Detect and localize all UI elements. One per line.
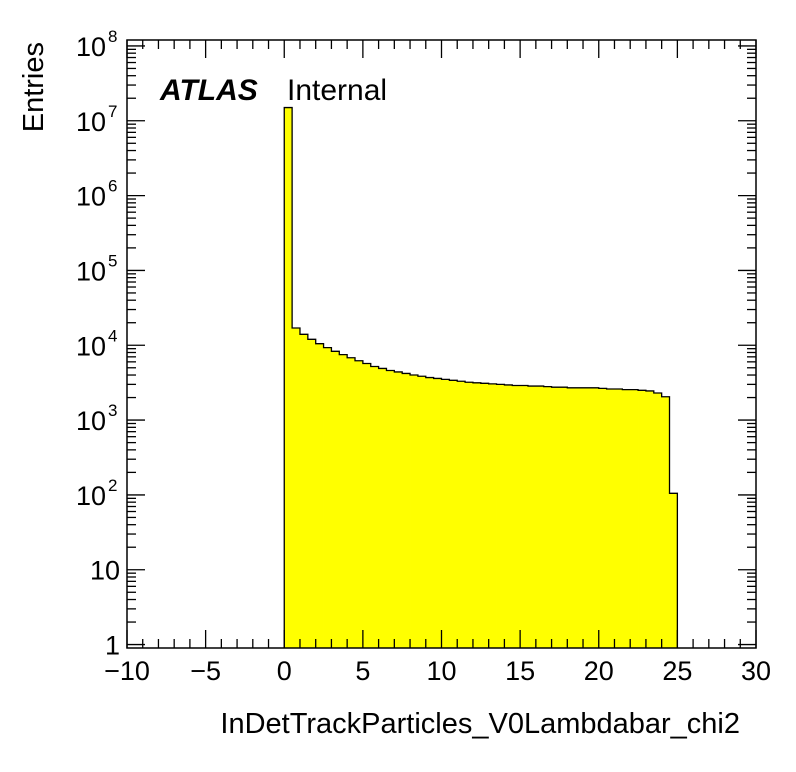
histogram-bar xyxy=(496,384,505,648)
y-tick-label: 10 xyxy=(76,481,106,511)
y-tick-exponent: 6 xyxy=(108,177,117,196)
y-tick-exponent: 7 xyxy=(108,102,117,121)
x-axis-title: InDetTrackParticles_V0Lambdabar_chi2 xyxy=(220,708,740,740)
histogram-bar xyxy=(543,386,552,648)
histogram-bar xyxy=(480,383,490,648)
y-tick-label: 10 xyxy=(76,107,106,137)
atlas-label: ATLAS xyxy=(159,74,258,107)
y-axis-title: Entries xyxy=(18,42,50,132)
y-tick-label: 10 xyxy=(76,406,106,436)
histogram-bar xyxy=(410,375,419,648)
histogram-bar xyxy=(441,379,450,648)
histogram-bar xyxy=(598,388,608,648)
y-tick-label: 10 xyxy=(76,331,106,361)
histogram-bars xyxy=(283,106,679,649)
histogram-bar xyxy=(575,387,584,648)
x-tick-label: 25 xyxy=(662,656,692,686)
histogram-bar xyxy=(504,384,513,648)
histogram-bar xyxy=(355,360,364,648)
histogram-bar xyxy=(567,387,576,648)
histogram-bar xyxy=(347,357,356,648)
x-tick-label: −10 xyxy=(104,656,150,686)
y-tick-exponent: 8 xyxy=(108,27,117,46)
histogram-bar xyxy=(394,371,403,648)
histogram-bar xyxy=(512,385,521,648)
histogram-bar xyxy=(370,366,379,648)
histogram-bar xyxy=(362,363,372,648)
histogram-bar xyxy=(551,387,560,648)
axis-ticks xyxy=(126,40,757,648)
y-tick-exponent: 2 xyxy=(108,476,117,495)
x-tick-label: 5 xyxy=(355,656,370,686)
histogram-bar xyxy=(606,389,615,648)
histogram-bar xyxy=(535,386,545,648)
histogram-bar xyxy=(520,385,529,648)
histogram-bar xyxy=(449,380,458,648)
y-tick-label: 10 xyxy=(76,256,106,286)
y-tick-exponent: 4 xyxy=(108,326,117,345)
histogram-bar xyxy=(386,370,395,648)
y-tick-label: 10 xyxy=(90,556,120,586)
histogram-bar xyxy=(331,351,340,648)
x-tick-label: 10 xyxy=(426,656,456,686)
histogram-bar xyxy=(653,393,663,648)
histogram-bar xyxy=(465,382,474,648)
histogram-bar xyxy=(590,387,600,648)
histogram-bar xyxy=(417,376,427,648)
x-tick-label: −5 xyxy=(190,656,221,686)
histogram-bar xyxy=(315,343,324,648)
histogram-bar xyxy=(638,390,647,648)
internal-label: Internal xyxy=(287,74,387,107)
histogram-bar xyxy=(425,377,435,648)
histogram-bar xyxy=(339,354,348,648)
histogram-bar xyxy=(527,386,537,648)
y-tick-label: 10 xyxy=(76,32,106,62)
histogram-bar xyxy=(559,387,568,648)
y-tick-label: 1 xyxy=(105,631,120,661)
x-tick-label: 15 xyxy=(505,656,535,686)
histogram-bar xyxy=(472,382,482,648)
histogram-bar xyxy=(292,328,301,648)
histogram-bar xyxy=(433,378,442,648)
histogram-bar xyxy=(630,389,639,648)
histogram-bar xyxy=(402,373,411,648)
histogram-bar xyxy=(299,334,309,648)
x-tick-label: 0 xyxy=(277,656,292,686)
y-tick-label: 10 xyxy=(76,182,106,212)
x-tick-label: 20 xyxy=(584,656,614,686)
histogram-bar xyxy=(457,381,466,648)
x-tick-labels: −10 −5 0 5 10 15 20 25 30 xyxy=(104,656,771,686)
histogram-bar xyxy=(323,347,332,648)
histogram-bar xyxy=(645,390,655,648)
x-tick-label: 30 xyxy=(741,656,771,686)
histogram-bar xyxy=(378,368,387,648)
histogram-bar xyxy=(307,339,317,648)
y-tick-exponent: 3 xyxy=(108,401,117,420)
histogram-bar xyxy=(583,387,592,648)
histogram-bar xyxy=(488,383,497,648)
histogram-outline xyxy=(283,106,679,648)
histogram-bar xyxy=(669,493,678,648)
histogram-bar xyxy=(284,107,293,649)
histogram-bar xyxy=(614,389,623,648)
y-tick-exponent: 5 xyxy=(108,251,117,270)
histogram-bar xyxy=(661,396,670,648)
histogram-bar xyxy=(622,389,631,648)
